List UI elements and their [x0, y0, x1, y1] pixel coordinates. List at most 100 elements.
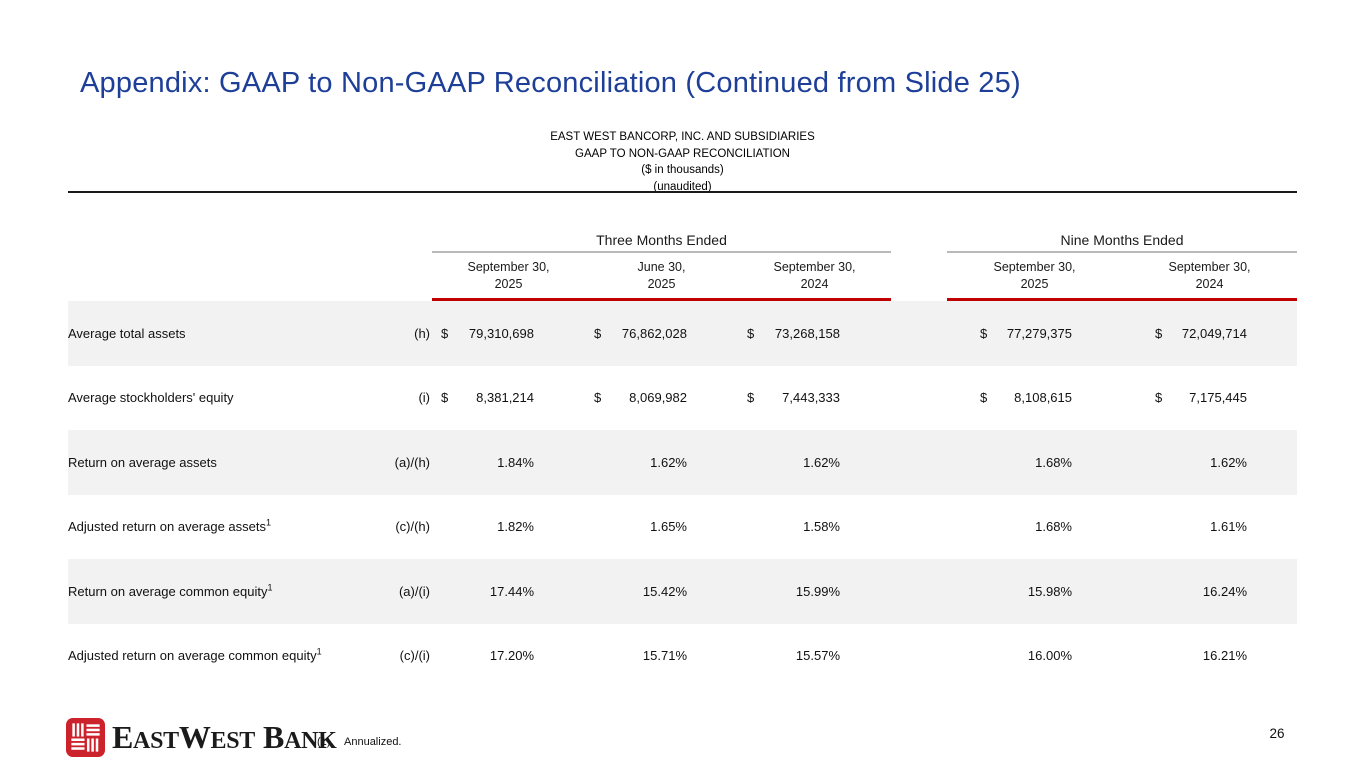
value-cell: 1.68% [1035, 454, 1072, 470]
row-ref: (i) [418, 390, 430, 406]
row-ref: (a)/(i) [398, 583, 430, 599]
value: 7,443,333 [782, 390, 840, 406]
value-cell: 1.82% [497, 519, 534, 535]
footnote-text: Annualized. [344, 736, 402, 748]
value-cell: 1.62% [803, 454, 840, 470]
statement-header: EAST WEST BANCORP, INC. AND SUBSIDIARIES… [68, 129, 1297, 195]
dollar-sign: $ [594, 325, 602, 341]
dollar-sign: $ [1155, 325, 1163, 341]
dollar-sign: $ [1155, 390, 1163, 406]
value-cell: 16.00% [1027, 648, 1072, 664]
row-ref: (a)/(h) [394, 454, 430, 470]
group-underline-row [68, 251, 1297, 253]
table-row: Average stockholders' equity (i) $8,381,… [68, 366, 1297, 431]
value-cell: 15.71% [642, 648, 687, 664]
red-rule [432, 298, 891, 301]
spacer [68, 259, 432, 292]
value: 7,175,445 [1189, 390, 1247, 406]
value-cell: 16.24% [1202, 583, 1247, 599]
row-label: Return on average assets [68, 454, 217, 470]
dollar-sign: $ [980, 390, 988, 406]
company-name: EAST WEST BANCORP, INC. AND SUBSIDIARIES [550, 131, 815, 143]
reconciliation-table: Three Months Ended Nine Months Ended Sep… [68, 225, 1297, 688]
row-label: Average stockholders' equity [68, 390, 234, 406]
group-header-row: Three Months Ended Nine Months Ended [68, 225, 1297, 248]
dollar-sign: $ [980, 325, 988, 341]
dollar-sign: $ [747, 325, 755, 341]
eastwest-bank-wordmark: EastWest Bank [112, 719, 337, 755]
table-row: Adjusted return on average common equity… [68, 624, 1297, 689]
value: 73,268,158 [774, 325, 840, 341]
value: 79,310,698 [468, 325, 534, 341]
dollar-sign: $ [594, 390, 602, 406]
spacer [891, 298, 947, 301]
red-rule [947, 298, 1297, 301]
column-header: September 30, 2024 [773, 260, 856, 291]
value-cell: $8,108,615 [947, 390, 1122, 405]
red-rule-row [68, 298, 1297, 301]
column-header-row: September 30, 2025 June 30, 2025 Septemb… [68, 259, 1297, 292]
value-cell: 16.21% [1202, 648, 1247, 664]
column-header: September 30, 2024 [1168, 260, 1251, 291]
row-label: Adjusted return on average common equity… [68, 646, 322, 664]
row-ref: (c)/(i) [399, 648, 430, 664]
page-number: 26 [1269, 726, 1285, 741]
value-cell: 15.99% [795, 583, 840, 599]
group-nine-months: Nine Months Ended [1060, 232, 1184, 248]
dollar-sign: $ [441, 325, 449, 341]
value-cell: 1.84% [497, 454, 534, 470]
value-cell: $76,862,028 [585, 326, 738, 341]
value-cell: $7,175,445 [1122, 390, 1297, 405]
eastwest-bank-logo-icon [66, 718, 105, 757]
dollar-sign: $ [441, 390, 449, 406]
units-note: ($ in thousands) [641, 164, 724, 176]
table-row: Adjusted return on average assets1 (c)/(… [68, 495, 1297, 560]
footnote: (1) Annualized. [317, 736, 402, 748]
value-cell: $7,443,333 [738, 390, 891, 405]
value-cell: 1.61% [1210, 519, 1247, 535]
spacer [891, 251, 947, 253]
value: 8,108,615 [1014, 390, 1072, 406]
spacer [68, 298, 432, 301]
row-label: Adjusted return on average assets1 [68, 517, 272, 535]
value-cell: 1.62% [650, 454, 687, 470]
value: 8,069,982 [629, 390, 687, 406]
column-header: September 30, 2025 [993, 260, 1076, 291]
table-row: Return on average common equity1 (a)/(i)… [68, 559, 1297, 624]
column-header: June 30, 2025 [637, 260, 686, 291]
group-underline [947, 251, 1297, 253]
value: 76,862,028 [621, 325, 687, 341]
value-cell: 15.42% [642, 583, 687, 599]
value-cell: $72,049,714 [1122, 326, 1297, 341]
value-cell: 1.65% [650, 519, 687, 535]
value-cell: 1.68% [1035, 519, 1072, 535]
value-cell: $8,381,214 [432, 390, 585, 405]
value-cell: 17.44% [489, 583, 534, 599]
row-ref: (c)/(h) [395, 519, 430, 535]
eastwest-bank-logo: EastWest Bank [66, 718, 337, 757]
value-cell: $73,268,158 [738, 326, 891, 341]
value-cell: 1.58% [803, 519, 840, 535]
value-cell: $79,310,698 [432, 326, 585, 341]
value-cell: $77,279,375 [947, 326, 1122, 341]
footnote-marker: (1) [317, 736, 331, 748]
value-cell: 15.57% [795, 648, 840, 664]
value-cell: $8,069,982 [585, 390, 738, 405]
row-ref: (h) [414, 325, 430, 341]
table-row: Return on average assets (a)/(h) 1.84% 1… [68, 430, 1297, 495]
value: 77,279,375 [1006, 325, 1072, 341]
value: 72,049,714 [1181, 325, 1247, 341]
page-title: Appendix: GAAP to Non-GAAP Reconciliatio… [80, 67, 1021, 99]
value-cell: 17.20% [489, 648, 534, 664]
report-name: GAAP TO NON-GAAP RECONCILIATION [575, 147, 790, 160]
audit-status: (unaudited) [653, 180, 712, 193]
header-rule [68, 191, 1297, 193]
value-cell: 1.62% [1210, 454, 1247, 470]
value-cell: 15.98% [1027, 583, 1072, 599]
spacer [891, 259, 947, 292]
dollar-sign: $ [747, 390, 755, 406]
value: 8,381,214 [476, 390, 534, 406]
row-label: Return on average common equity1 [68, 582, 273, 599]
group-three-months: Three Months Ended [596, 232, 727, 248]
